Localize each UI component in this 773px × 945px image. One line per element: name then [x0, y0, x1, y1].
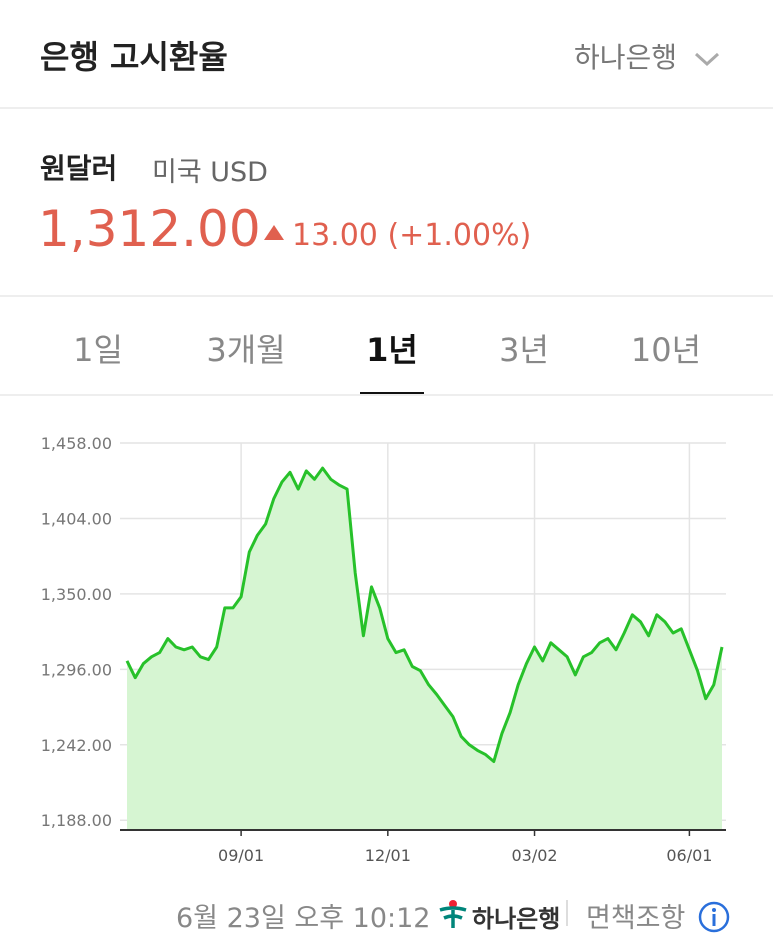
separator — [566, 900, 568, 926]
change: 13.00 — [292, 218, 378, 253]
y-tick-label: 1,242.00 — [41, 736, 112, 755]
chart: 1,188.00 1,242.00 1,296.00 1,350.00 1,404.00… — [41, 434, 726, 865]
page-title: 은행 고시환율 — [40, 38, 228, 76]
currency-desc: 미국 USD — [152, 157, 268, 188]
x-tick-label: 03/02 — [511, 846, 557, 865]
divider — [0, 394, 773, 396]
tab[interactable]: 1년 — [366, 331, 418, 369]
disclaimer-text: 면책조항 — [586, 903, 686, 934]
x-tick-label: 12/01 — [365, 846, 411, 865]
x-tick-label: 09/01 — [218, 846, 264, 865]
y-tick-label: 1,458.00 — [41, 434, 112, 453]
change-percent: (+1.00%) — [387, 218, 532, 253]
currency-name: 원달러 — [40, 152, 118, 185]
price: 1,312.00 — [38, 200, 261, 258]
tab[interactable]: 10년 — [630, 331, 702, 369]
timestamp: 6월 23일 오후 10:12 — [176, 903, 431, 934]
bank-logo-icon — [439, 900, 467, 928]
tab-underline — [360, 392, 424, 395]
x-tick-label: 06/01 — [666, 846, 712, 865]
divider — [0, 295, 773, 297]
bank-logo: 하나은행 — [472, 905, 561, 933]
line — [125, 466, 724, 763]
y-tick-label: 1,296.00 — [41, 660, 112, 679]
price-change: 13.00 (+1.00%) — [292, 218, 531, 253]
tab[interactable]: 3년 — [499, 331, 549, 369]
y-tick-label: 1,350.00 — [41, 585, 112, 604]
tab[interactable]: 1일 — [73, 331, 123, 369]
up-arrow — [264, 225, 284, 240]
y-tick-label: 1,404.00 — [41, 509, 112, 528]
disclaimer[interactable]: 면책조항 — [586, 896, 730, 935]
bank-name: 하나은행 — [574, 41, 678, 74]
info-icon — [698, 901, 730, 933]
divider — [0, 107, 773, 109]
bank-select[interactable]: 하나은행 — [574, 36, 720, 76]
area — [127, 468, 722, 830]
chevron — [694, 52, 719, 67]
y-tick-label: 1,188.00 — [41, 811, 112, 830]
tab[interactable]: 3개월 — [206, 331, 286, 369]
